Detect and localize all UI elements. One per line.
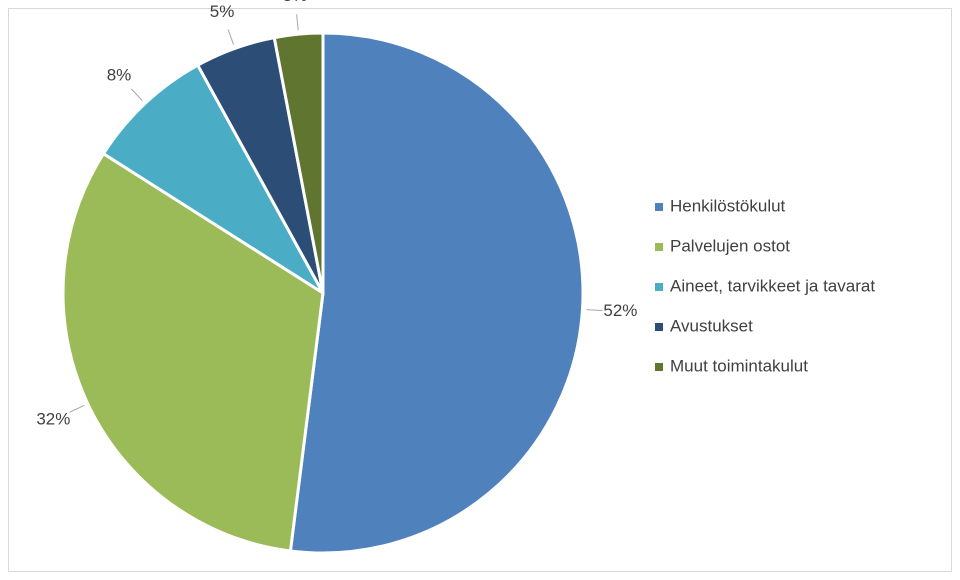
legend-swatch <box>655 203 663 211</box>
legend-swatch <box>655 243 663 251</box>
legend-label: Avustukset <box>670 316 753 335</box>
legend-label: Henkilöstökulut <box>670 196 786 215</box>
data-label: 32% <box>36 409 70 428</box>
leader-line <box>296 14 299 31</box>
leader-line <box>69 404 85 413</box>
leader-line <box>586 309 603 312</box>
legend-label: Muut toimintakulut <box>670 356 808 375</box>
data-label: 3% <box>283 0 308 5</box>
pie-slice <box>272 31 325 294</box>
data-label: 52% <box>603 301 637 320</box>
legend-swatch <box>655 283 663 291</box>
legend-label: Aineet, tarvikkeet ja tavarat <box>670 276 875 295</box>
pie-slice <box>101 63 325 295</box>
data-label: 8% <box>107 65 132 84</box>
legend-label: Palvelujen ostot <box>670 236 790 255</box>
legend-swatch <box>655 323 663 331</box>
leader-line <box>130 88 143 101</box>
pie-slice <box>288 31 585 555</box>
leader-line <box>227 29 235 45</box>
legend-swatch <box>655 363 663 371</box>
data-label: 5% <box>210 2 235 21</box>
